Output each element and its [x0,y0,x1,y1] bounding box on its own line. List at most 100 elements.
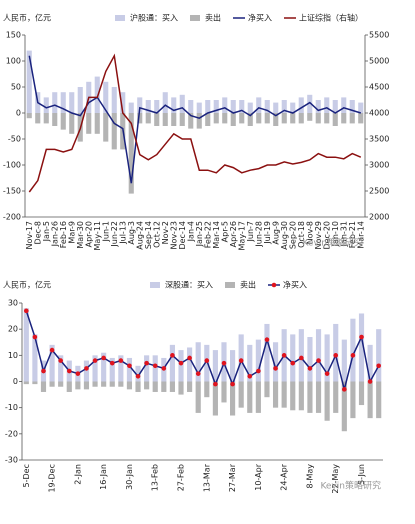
legend-swatch [225,282,235,288]
y-tick-label: 150 [6,31,21,40]
marker [350,353,356,358]
bar [154,100,160,113]
x-tick-label: Nov-2 [161,221,170,244]
bar [376,381,382,419]
bar [169,344,175,382]
bar [290,102,296,113]
x-tick-label: 5-Dec [22,464,31,487]
y-tick-label: 0 [16,109,21,118]
marker [256,368,261,374]
x-tick-label: 22-May [331,464,340,494]
y-tick-label: -50 [8,135,21,144]
bar [103,81,109,113]
x-tick-label: 30-Jan [125,464,134,490]
bar [188,113,194,129]
line [28,55,362,184]
bar [239,100,245,113]
bar [52,113,58,126]
x-tick-label: 10-Apr [254,463,263,490]
y-tick-label: -150 [3,187,21,196]
x-tick-label: Nov-29 [314,221,323,249]
marker [101,355,106,361]
x-tick-label: 27-Mar [228,463,237,492]
y-tick-label: 0 [13,377,18,386]
bar [358,381,365,406]
marker [127,363,132,369]
bar [341,113,347,124]
legend-swatch [150,282,160,288]
bar [144,355,150,382]
bar [273,102,279,113]
bar [169,381,175,392]
marker [281,353,287,358]
y-tick-label: -100 [3,161,21,170]
bar [367,381,373,419]
bar [23,308,29,382]
bar [298,97,304,113]
x-tick-label: Jan-31 [339,221,348,247]
bar [92,381,98,387]
bar [307,113,313,121]
x-tick-label: Jul-19 [263,221,272,245]
marker [238,358,244,363]
marker [161,366,167,371]
bar [179,113,185,126]
bar [109,357,115,382]
bar [264,381,270,398]
x-tick-label: Mar-9 [67,221,76,244]
bar [256,113,262,124]
bar [213,100,219,113]
x-tick-label: Jan-25 [195,221,204,247]
bar [205,100,211,113]
bar [307,337,313,382]
bar [290,334,296,382]
bar [94,76,100,113]
marker [135,373,141,379]
bar [69,92,75,113]
bar [222,97,228,113]
bar [298,329,304,382]
bar [66,381,72,392]
bar [255,339,261,382]
bar [239,113,245,124]
bar [238,381,244,408]
bar [43,113,49,124]
bar [349,100,355,113]
bar [281,100,287,113]
marker [58,358,63,363]
bar [137,97,143,113]
x-tick-label: Feb-16 [59,221,68,248]
y2-tick-label: 4000 [369,109,389,118]
bar [154,113,160,126]
legend-label: 沪股通：买入 [130,13,178,23]
legend-label: 净买入 [248,13,272,23]
marker [324,371,330,376]
y2-tick-label: 5500 [369,31,389,40]
bar [83,360,90,382]
bar [49,381,55,387]
marker [144,360,149,366]
x-tick-label: Nov-23 [169,221,178,249]
bar [58,355,64,382]
bar [332,100,338,113]
bar [332,113,338,126]
x-tick-label: Feb-22 [203,221,212,248]
bar [178,381,184,395]
x-tick-label: Jan-4 [186,221,195,242]
bar [281,113,287,124]
bar [135,381,141,392]
marker [316,358,321,363]
bar [162,113,168,126]
bar [188,100,194,113]
marker [170,353,175,358]
y-tick-label: -10 [5,403,18,412]
bar [324,381,330,421]
marker [84,366,89,371]
y-axis-title: 人民币，亿元 [3,13,51,23]
bar [324,113,330,124]
x-tick-label: Aug-30 [280,221,289,250]
bar [230,381,236,416]
bar [135,365,141,382]
bar [118,381,124,387]
